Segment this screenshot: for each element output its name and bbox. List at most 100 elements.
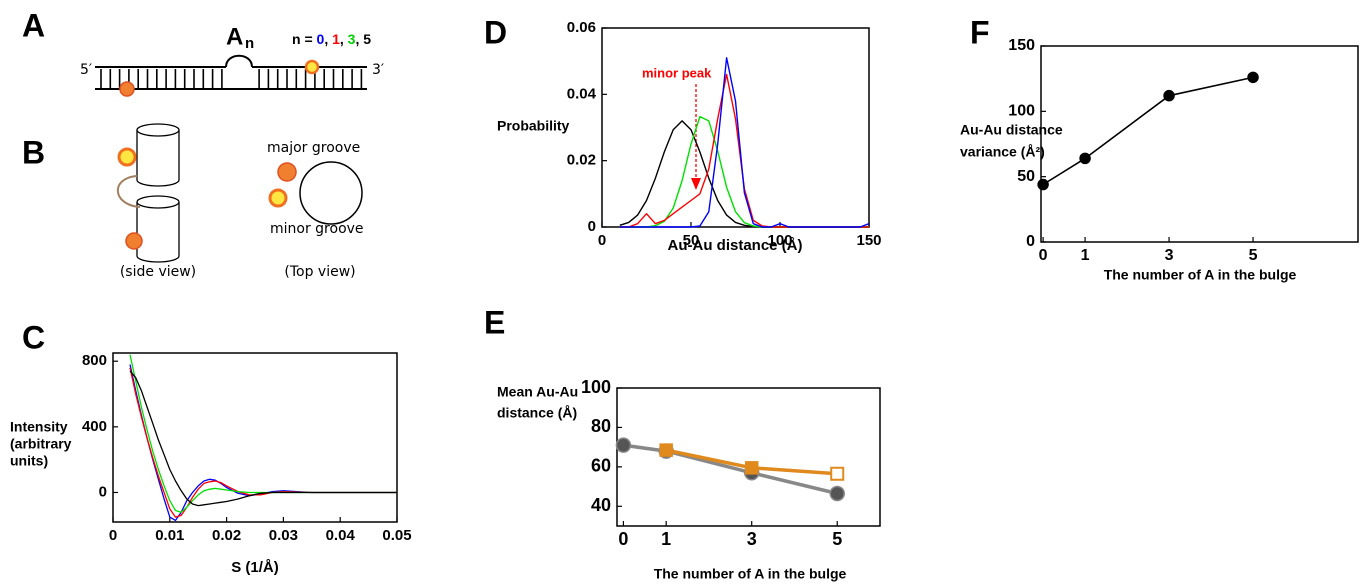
x-tick-label: 0.02 <box>212 527 241 544</box>
helix-cylinder <box>136 130 180 187</box>
x-axis-label: Au-Au distance (Å) <box>668 237 803 254</box>
gold-label <box>119 81 135 97</box>
bulge-loop <box>116 175 141 208</box>
x-axis-label: The number of A in the bulge <box>1104 267 1297 283</box>
view-label: (Top view) <box>284 264 355 280</box>
y-axis-label: Intensity <box>10 419 68 435</box>
x-axis-label: S (1/Å) <box>231 559 279 576</box>
bulge-label: A <box>226 23 243 50</box>
helix-top <box>299 161 363 225</box>
marker <box>830 466 845 481</box>
gold-label <box>125 232 143 250</box>
helix-cylinder <box>136 123 180 137</box>
base-pairs <box>100 69 363 88</box>
annotation: minor peak <box>642 65 712 80</box>
panel-label: A <box>22 7 45 43</box>
series-line <box>129 364 397 522</box>
groove-label: minor groove <box>270 221 364 237</box>
x-axis-label: The number of A in the bulge <box>654 566 847 582</box>
x-tick-label: 1 <box>661 529 671 549</box>
legend-text: n = <box>292 31 313 47</box>
series-line <box>129 367 397 518</box>
y-tick-label: 0.06 <box>567 19 596 36</box>
y-tick-label: 50 <box>1017 168 1035 185</box>
marker <box>1163 89 1175 102</box>
legend-text: , <box>340 31 344 47</box>
groove-label: major groove <box>267 140 360 156</box>
end-label: 5′ <box>80 62 92 78</box>
gold-label <box>268 188 288 208</box>
gold-label <box>117 147 137 167</box>
bulge-loop <box>225 54 253 68</box>
y-tick-label: 100 <box>581 377 611 397</box>
x-tick-label: 0 <box>598 232 606 249</box>
marker <box>615 437 632 453</box>
gold-label <box>304 59 320 75</box>
series-line <box>623 443 838 496</box>
panel-label: D <box>484 14 507 50</box>
marker <box>1247 71 1259 84</box>
y-tick-label: 800 <box>82 352 107 369</box>
x-tick-label: 0.05 <box>382 527 411 544</box>
y-tick-label: 0 <box>1026 233 1035 250</box>
marker <box>1037 178 1049 191</box>
x-tick-label: 0 <box>618 529 628 549</box>
panel-b: B major groove minor groove (side view) … <box>22 123 364 280</box>
y-axis-label: Au-Au distance <box>960 122 1063 138</box>
legend-text: , <box>355 31 359 47</box>
marker <box>829 485 845 502</box>
x-tick-label: 1 <box>1081 247 1090 264</box>
y-axis-label: units) <box>10 453 48 469</box>
x-tick-label: 5 <box>832 529 842 549</box>
legend-text: 0 <box>317 31 325 47</box>
y-tick-label: 0 <box>99 483 107 500</box>
x-tick-label: 3 <box>1165 247 1174 264</box>
legend-text: 5 <box>363 31 371 47</box>
n-legend: n = 0, 1, 3, 5 <box>292 31 371 47</box>
x-tick-label: 0 <box>1039 247 1048 264</box>
series-line <box>1042 76 1254 186</box>
x-tick-label: 0.03 <box>269 527 298 544</box>
annotation-arrowhead <box>691 178 701 190</box>
helix-cylinder <box>136 202 180 263</box>
helix-cylinder <box>136 195 180 209</box>
plot-frame <box>112 352 398 523</box>
marker <box>1079 152 1091 165</box>
marker <box>659 443 673 457</box>
y-axis-label: Probability <box>497 118 570 134</box>
series-line <box>619 73 869 228</box>
x-tick-label: 150 <box>856 232 881 249</box>
y-tick-label: 60 <box>591 456 611 476</box>
panel-a: A 5′ 3′ A n n = 0, 1, 3, 5 <box>22 7 384 97</box>
x-tick-label: 0.04 <box>326 527 356 544</box>
legend-text: 1 <box>332 31 340 47</box>
x-tick-label: 0 <box>109 527 117 544</box>
plot-frame <box>616 387 881 527</box>
x-tick-label: 0.01 <box>155 527 184 544</box>
series-line <box>619 57 870 228</box>
panel-label: E <box>484 304 505 340</box>
y-tick-label: 40 <box>591 495 611 515</box>
panel-label: F <box>970 14 990 50</box>
end-label: 3′ <box>372 62 384 78</box>
y-tick-label: 100 <box>1008 103 1035 120</box>
series-line <box>129 370 397 507</box>
y-tick-label: 0.02 <box>567 152 596 169</box>
series-line <box>619 120 869 228</box>
legend-text: , <box>324 31 328 47</box>
y-axis-label: distance (Å) <box>497 405 577 421</box>
view-label: (side view) <box>120 264 196 280</box>
y-tick-label: 150 <box>1008 37 1035 54</box>
x-tick-label: 3 <box>747 529 757 549</box>
x-tick-label: 5 <box>1249 247 1258 264</box>
panel-label: C <box>22 319 45 355</box>
y-axis-label: variance (Å²) <box>960 144 1045 160</box>
y-tick-label: 400 <box>82 418 107 435</box>
y-axis-label: Mean Au-Au <box>497 384 578 400</box>
bulge-subscript: n <box>245 35 254 52</box>
x-tick-label: 50 <box>683 232 700 249</box>
x-tick-label: 100 <box>767 232 792 249</box>
panel-d-annotation: minor peak <box>642 65 712 190</box>
